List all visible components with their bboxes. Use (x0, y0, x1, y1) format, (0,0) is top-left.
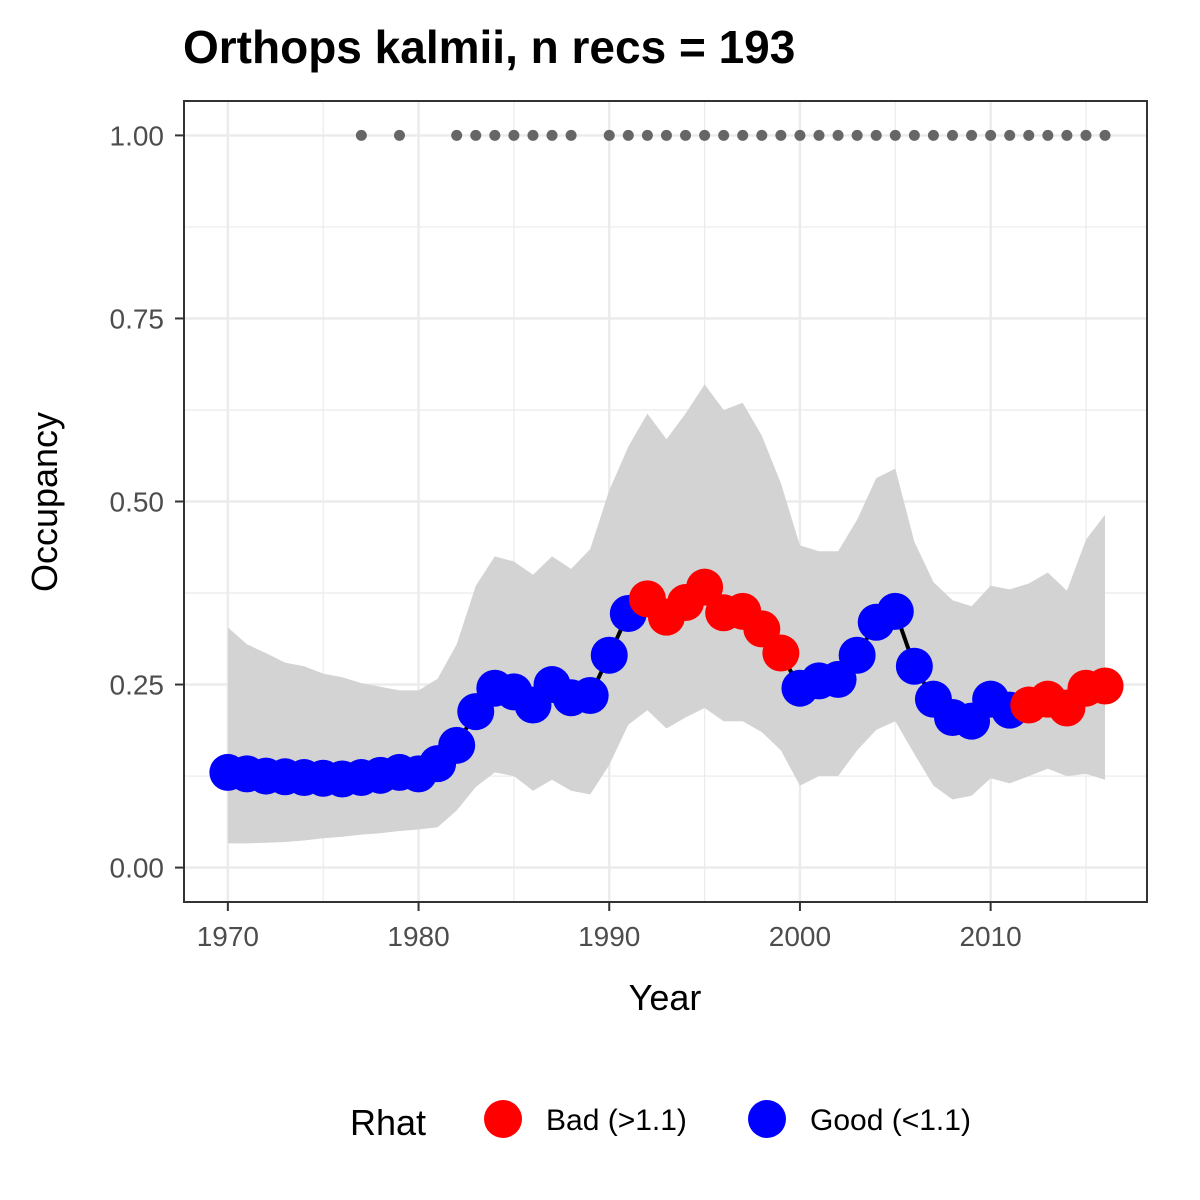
occupancy-point (590, 636, 628, 674)
legend-label-bad: Bad (>1.1) (546, 1104, 687, 1137)
record-dot (1080, 129, 1092, 141)
record-dot (756, 129, 768, 141)
occupancy-point (686, 568, 724, 606)
occupancy-point (838, 636, 876, 674)
y-tick-label: 0.50 (110, 487, 165, 518)
record-dot (660, 129, 672, 141)
x-tick-label: 2000 (769, 921, 831, 952)
record-dot (794, 129, 806, 141)
record-dot (489, 129, 501, 141)
occupancy-point (1086, 667, 1124, 705)
record-dots-layer (355, 129, 1111, 141)
y-tick-label: 0.25 (110, 670, 165, 701)
legend-key-bad (484, 1100, 522, 1138)
legend-key-good (748, 1100, 786, 1138)
record-dot (470, 129, 482, 141)
record-dot (851, 129, 863, 141)
x-tick-label: 2010 (959, 921, 1021, 952)
record-dot (603, 129, 615, 141)
occupancy-points-layer (209, 568, 1124, 798)
record-dot (737, 129, 749, 141)
record-dot (699, 129, 711, 141)
record-dot (546, 129, 558, 141)
occupancy-point (571, 677, 609, 715)
record-dot (393, 129, 405, 141)
record-dot (355, 129, 367, 141)
record-dot (508, 129, 520, 141)
record-dot (451, 129, 463, 141)
y-tick-label: 0.00 (110, 853, 165, 884)
x-tick-label: 1990 (578, 921, 640, 952)
record-dot (985, 129, 997, 141)
occupancy-point (895, 647, 933, 685)
record-dot (927, 129, 939, 141)
record-dot (565, 129, 577, 141)
legend: Rhat Bad (>1.1) Good (<1.1) (350, 1100, 971, 1143)
record-dot (1042, 129, 1054, 141)
record-dot (1061, 129, 1073, 141)
record-dot (641, 129, 653, 141)
record-dot (832, 129, 844, 141)
record-dot (1023, 129, 1035, 141)
record-dot (718, 129, 730, 141)
record-dot (775, 129, 787, 141)
record-dot (622, 129, 634, 141)
y-axis: 0.00 0.25 0.50 0.75 1.00 (110, 120, 184, 884)
y-tick-label: 1.00 (110, 120, 165, 151)
record-dot (680, 129, 692, 141)
record-dot (1099, 129, 1111, 141)
record-dot (1004, 129, 1016, 141)
record-dot (813, 129, 825, 141)
record-dot (946, 129, 958, 141)
plot-panel (183, 100, 1148, 903)
x-tick-label: 1980 (387, 921, 449, 952)
record-dot (966, 129, 978, 141)
x-axis: 1970 1980 1990 2000 2010 (197, 902, 1022, 952)
record-dot (527, 129, 539, 141)
legend-title: Rhat (350, 1102, 426, 1143)
occupancy-point (876, 592, 914, 630)
x-axis-title: Year (629, 977, 702, 1018)
record-dot (870, 129, 882, 141)
y-axis-title: Occupancy (24, 412, 65, 592)
legend-label-good: Good (<1.1) (810, 1104, 971, 1137)
occupancy-point (762, 634, 800, 672)
x-tick-label: 1970 (197, 921, 259, 952)
record-dot (908, 129, 920, 141)
chart-title: Orthops kalmii, n recs = 193 (183, 21, 795, 73)
record-dot (889, 129, 901, 141)
y-tick-label: 0.75 (110, 303, 165, 334)
occupancy-point (438, 726, 476, 764)
